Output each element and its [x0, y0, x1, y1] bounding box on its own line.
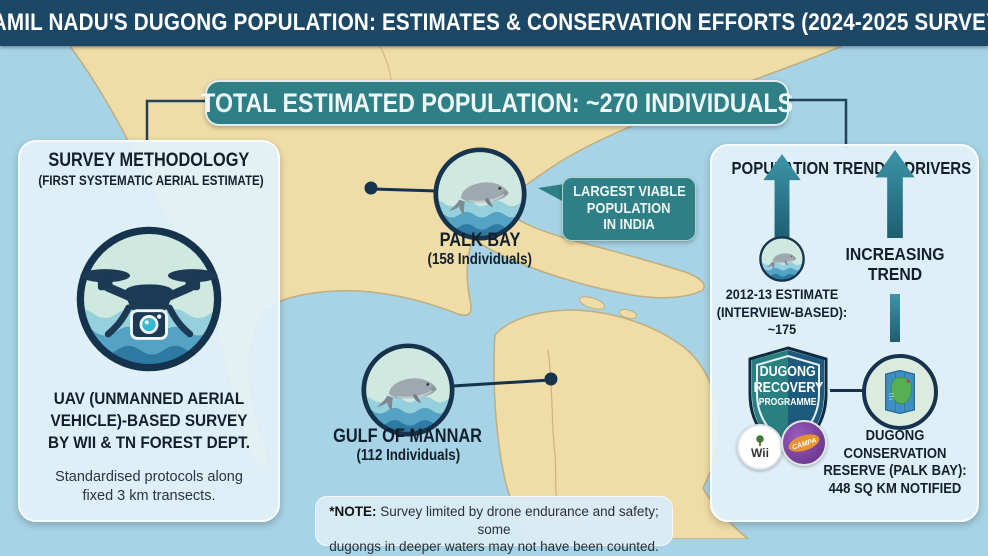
page-title: TAMIL NADU'S DUGONG POPULATION: ESTIMATE…	[0, 9, 988, 36]
banner-right-connector	[782, 98, 848, 148]
callout-line: LARGEST VIABLE	[572, 183, 686, 201]
trend-up-arrow-right	[875, 150, 915, 238]
wii-logo: Wii	[737, 424, 783, 470]
wii-logo-text: Wii	[751, 446, 769, 460]
callout-line: IN INDIA	[603, 216, 655, 234]
footnote-text: *NOTE: Survey limited by drone endurance…	[329, 504, 659, 554]
shield-reserve-connector	[830, 389, 864, 392]
reserve-map-circle	[862, 354, 938, 430]
dugong-icon-small	[759, 236, 805, 282]
estimate-2012-text: 2012-13 ESTIMATE (INTERVIEW-BASED): ~175	[716, 286, 848, 337]
folded-map-icon	[885, 369, 915, 415]
palk-bay-label: PALK BAY	[439, 230, 521, 251]
population-trend-panel: POPULATION TREND & DRIVERS 2012-13 ESTIM…	[710, 144, 979, 522]
gulf-of-mannar-label: GULF OF MANNAR	[333, 426, 483, 447]
footnote-prefix: *NOTE:	[329, 504, 377, 519]
uav-survey-text: UAV (UNMANNED AERIAL VEHICLE)-BASED SURV…	[47, 389, 251, 452]
gulf-of-mannar-leader-line	[452, 378, 551, 388]
methodology-title: SURVEY METHODOLOGY	[48, 150, 250, 171]
campa-logo: CAMPA	[781, 420, 827, 466]
campa-band-icon: CAMPA	[788, 434, 820, 452]
palk-bay-leader-line	[371, 187, 438, 193]
increasing-trend-label: INCREASING TREND	[845, 244, 945, 284]
trend-title: POPULATION TREND & DRIVERS	[731, 158, 972, 178]
banner-left-connector	[145, 99, 208, 142]
callout-line: POPULATION	[587, 199, 671, 217]
total-population-banner: TOTAL ESTIMATED POPULATION: ~270 INDIVID…	[201, 80, 793, 126]
total-population-text: TOTAL ESTIMATED POPULATION: ~270 INDIVID…	[201, 87, 793, 118]
methodology-subtitle: (FIRST SYSTEMATIC AERIAL ESTIMATE)	[38, 173, 264, 188]
callout-tail	[538, 184, 564, 202]
palk-bay-count: (158 Individuals)	[427, 251, 533, 268]
header-bar: TAMIL NADU'S DUGONG POPULATION: ESTIMATE…	[0, 0, 988, 46]
transects-note: Standardised protocols along fixed 3 km …	[55, 469, 243, 504]
gulf-of-mannar-location-dot	[544, 372, 558, 386]
sri-lanka-landmass	[493, 309, 750, 539]
survey-methodology-panel: SURVEY METHODOLOGY (FIRST SYSTEMATIC AER…	[18, 140, 280, 522]
islet	[618, 308, 638, 320]
reserve-text: DUGONG CONSERVATION RESERVE (PALK BAY): …	[823, 428, 967, 497]
drone-with-camera-icon	[76, 226, 222, 372]
trend-up-arrow-left	[762, 154, 802, 238]
shield-title: DUGONG RECOVERY PROGRAMME	[753, 364, 823, 408]
tree-icon	[756, 435, 764, 446]
palk-bay-dugong-icon	[433, 147, 527, 241]
islet	[579, 296, 605, 310]
trend-arrow-shaft	[890, 294, 900, 342]
gulf-of-mannar-count: (112 Individuals)	[356, 447, 460, 464]
largest-viable-callout: LARGEST VIABLE POPULATION IN INDIA	[562, 177, 696, 241]
palk-bay-location-dot	[364, 181, 378, 195]
gulf-of-mannar-dugong-icon	[361, 343, 455, 437]
